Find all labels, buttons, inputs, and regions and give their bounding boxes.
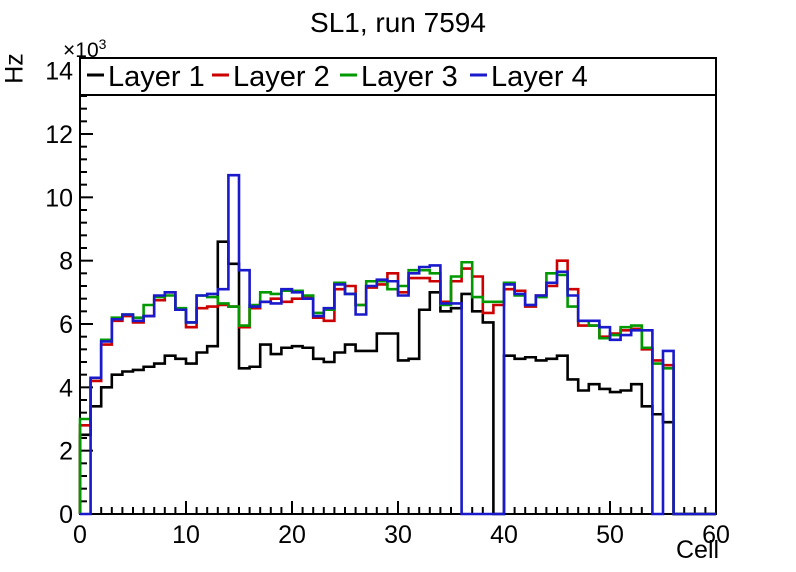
y-axis-multiplier-exponent: 3 — [98, 36, 107, 52]
x-axis-title: Cell — [676, 536, 720, 564]
legend-item-layer-1: Layer 1 — [87, 61, 205, 93]
svg-text:60: 60 — [702, 521, 730, 549]
series-layer-1 — [78, 240, 716, 516]
svg-text:14: 14 — [45, 58, 73, 86]
legend-label: Layer 4 — [491, 61, 588, 93]
legend-label: Layer 3 — [361, 61, 458, 93]
svg-text:4: 4 — [59, 374, 73, 402]
x-tick-labels: 0 10 20 30 40 50 60 — [73, 521, 730, 549]
y-tick-labels: 0 2 4 6 8 10 12 14 — [45, 58, 73, 529]
svg-text:0: 0 — [73, 521, 87, 549]
legend: Layer 1 Layer 2 Layer 3 Layer 4 — [79, 57, 717, 96]
legend-item-layer-3: Layer 3 — [340, 61, 458, 93]
legend-label: Layer 1 — [108, 61, 205, 93]
svg-text:30: 30 — [384, 521, 412, 549]
svg-text:20: 20 — [278, 521, 306, 549]
legend-label: Layer 2 — [233, 61, 330, 93]
svg-text:12: 12 — [45, 121, 73, 149]
svg-text:40: 40 — [490, 521, 518, 549]
svg-text:8: 8 — [59, 248, 73, 276]
svg-text:10: 10 — [45, 184, 73, 212]
legend-item-layer-2: Layer 2 — [212, 61, 330, 93]
plot-title: SL1, run 7594 — [310, 7, 486, 38]
legend-item-layer-4: Layer 4 — [470, 61, 588, 93]
y-axis-multiplier-base: ×10 — [63, 39, 99, 62]
y-axis-multiplier: ×103 — [63, 36, 106, 63]
svg-text:10: 10 — [172, 521, 200, 549]
svg-text:6: 6 — [59, 311, 73, 339]
legend-box — [79, 57, 717, 96]
y-axis-title: Hz — [0, 53, 29, 84]
svg-text:50: 50 — [596, 521, 624, 549]
series-layer-4 — [80, 173, 716, 516]
svg-text:0: 0 — [59, 501, 73, 529]
svg-text:2: 2 — [59, 438, 73, 466]
x-axis-ticks — [79, 501, 717, 514]
